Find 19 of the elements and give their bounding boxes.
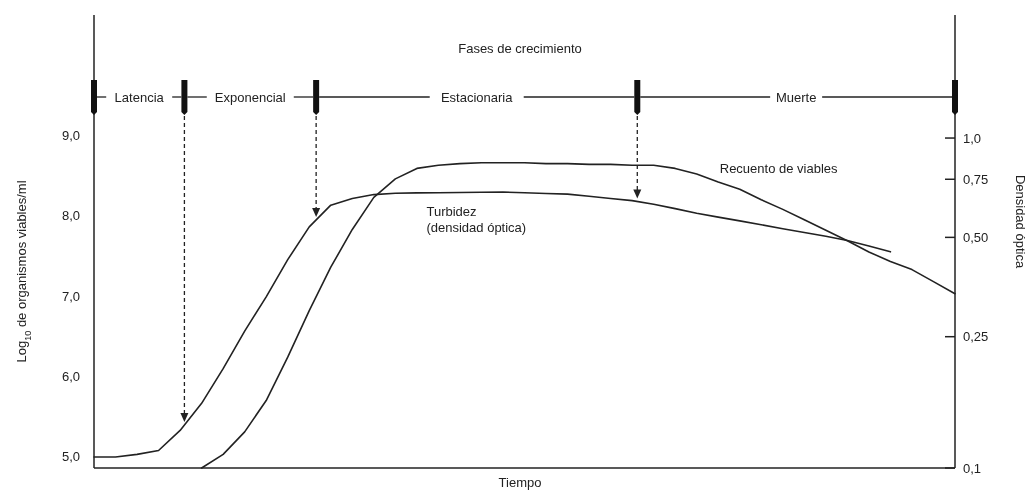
y2-axis-title: Densidad óptica bbox=[1013, 174, 1028, 269]
y2-tick-label: 0,1 bbox=[963, 460, 982, 476]
series-label: Turbidez (densidad óptica) bbox=[426, 204, 527, 235]
y-tick-label: 9,0 bbox=[61, 128, 80, 144]
annotation: Muerte bbox=[775, 89, 817, 105]
y2-tick-label: 0,25 bbox=[963, 329, 989, 345]
y-tick-label: 7,0 bbox=[61, 288, 80, 304]
y-tick-label: 8,0 bbox=[61, 208, 80, 224]
annotation: Latencia bbox=[114, 89, 165, 105]
y2-tick-label: 0,50 bbox=[963, 229, 989, 245]
y2-tick-label: 1,0 bbox=[963, 130, 982, 146]
y-tick-label: 6,0 bbox=[61, 368, 80, 384]
annotation: Exponencial bbox=[214, 89, 286, 105]
y2-tick-label: 0,75 bbox=[963, 171, 989, 187]
annotation: Estacionaria bbox=[440, 89, 514, 105]
text: Fases de crecimiento bbox=[458, 41, 582, 56]
x-axis-title: Tiempo bbox=[498, 475, 542, 490]
series-label: Recuento de viables bbox=[719, 161, 839, 177]
y-tick-label: 5,0 bbox=[61, 449, 80, 465]
